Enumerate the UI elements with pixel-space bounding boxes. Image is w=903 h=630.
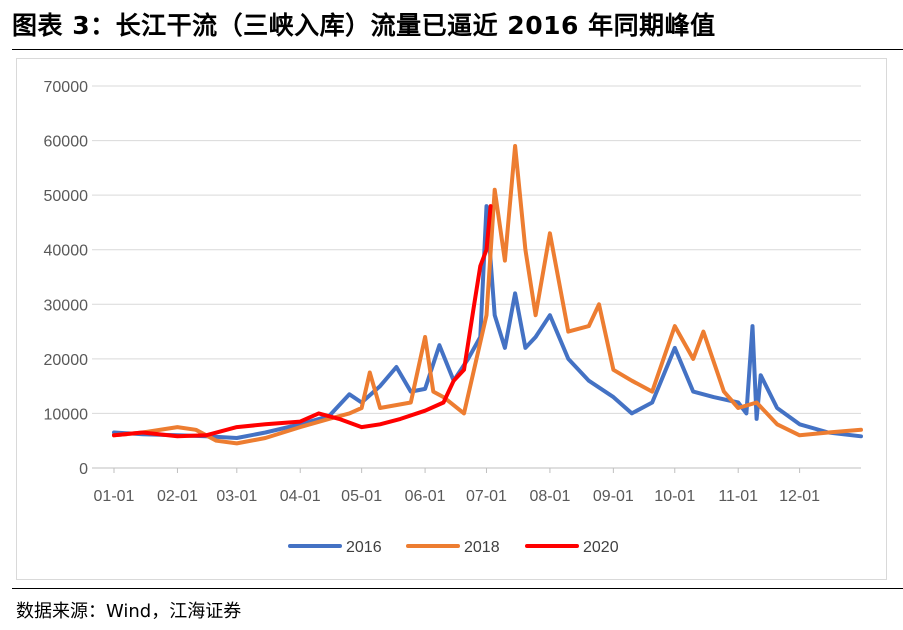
- x-tick-label: 09-01: [593, 488, 634, 505]
- title-divider: [12, 49, 903, 50]
- legend: 2016 2018 2020: [288, 539, 619, 556]
- gridlines: [92, 85, 861, 469]
- chart-title: 图表 3：长江干流（三峡入库）流量已逼近 2016 年同期峰值: [12, 11, 716, 40]
- series-lines: [112, 144, 863, 446]
- x-tick-label: 10-01: [654, 488, 695, 505]
- y-tick-label: 60000: [44, 134, 89, 151]
- legend-label-2018: 2018: [464, 539, 500, 556]
- source-note: 数据来源：Wind，江海证券: [16, 601, 242, 622]
- chart-frame: [16, 58, 887, 580]
- x-tick-label: 02-01: [157, 488, 198, 505]
- x-tick-label: 07-01: [466, 488, 507, 505]
- series-line-2016: [112, 204, 863, 440]
- x-tick-label: 05-01: [341, 488, 382, 505]
- x-tick-label: 03-01: [216, 488, 257, 505]
- x-tick-label: 12-01: [779, 488, 820, 505]
- x-tick-label: 08-01: [529, 488, 570, 505]
- x-tick-label: 04-01: [280, 488, 321, 505]
- x-tick-label: 11-01: [718, 488, 758, 505]
- series-line-2018: [112, 144, 863, 446]
- y-tick-label: 0: [79, 461, 88, 478]
- y-tick-label: 20000: [44, 352, 89, 369]
- y-tick-label: 50000: [44, 188, 89, 205]
- x-tick-label: 06-01: [405, 488, 446, 505]
- x-axis-ticks: 01-01 02-01 03-01 04-01 05-01 06-01 07-01 08-01…: [94, 468, 820, 505]
- y-tick-label: 10000: [44, 406, 89, 423]
- y-tick-label: 40000: [44, 243, 89, 260]
- legend-label-2016: 2016: [346, 539, 382, 556]
- source-divider: [12, 588, 903, 589]
- x-tick-label: 01-01: [94, 488, 135, 505]
- series-line-2020: [112, 204, 493, 439]
- y-axis-ticks: 0 10000 20000 30000 40000 50000 60000 70000: [44, 79, 89, 478]
- y-tick-label: 70000: [44, 79, 89, 96]
- legend-label-2020: 2020: [583, 539, 619, 556]
- y-tick-label: 30000: [44, 297, 89, 314]
